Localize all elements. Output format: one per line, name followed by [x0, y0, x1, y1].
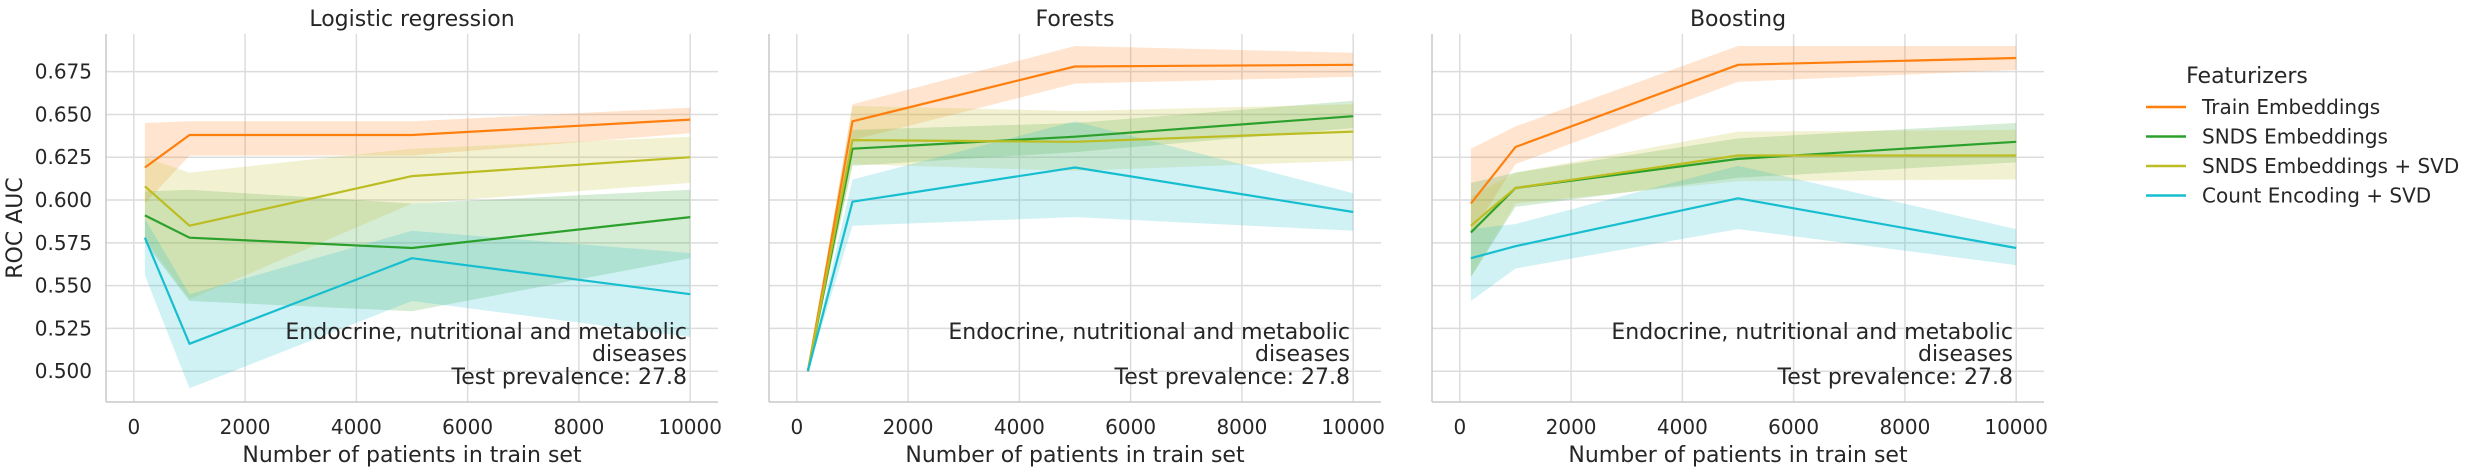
panel-annotation-line: Test prevalence: 27.8	[451, 365, 688, 390]
y-tick-label: 0.500	[35, 359, 92, 383]
x-tick-label: 0	[127, 415, 140, 439]
confidence-band	[144, 218, 691, 389]
series-line	[1470, 140, 2017, 234]
panel-title: Forests	[1036, 7, 1115, 32]
x-axis-label: Number of patients in train set	[242, 443, 582, 468]
panel-annotation-line: diseases	[1255, 342, 1350, 367]
confidence-band	[807, 104, 1354, 372]
x-tick-label: 6000	[1105, 415, 1156, 439]
x-tick-label: 6000	[442, 415, 493, 439]
panel-annotation-line: Endocrine, nutritional and metabolic	[285, 320, 687, 345]
confidence-band	[1470, 165, 2017, 301]
confidence-band	[1470, 46, 2017, 235]
series-line	[144, 214, 691, 250]
legend-entry-label: SNDS Embeddings	[2202, 125, 2388, 149]
x-tick-label: 4000	[331, 415, 382, 439]
x-tick-label: 2000	[220, 415, 271, 439]
series-line	[1470, 56, 2017, 205]
panel-annotation-line: Test prevalence: 27.8	[1777, 365, 2014, 390]
x-tick-label: 0	[790, 415, 803, 439]
x-axis-label: Number of patients in train set	[1568, 443, 1908, 468]
legend-title: Featurizers	[2186, 64, 2308, 89]
series-line	[1470, 154, 2017, 227]
series-line	[806, 166, 1354, 372]
x-tick-label: 4000	[1657, 415, 1708, 439]
y-axis-label: ROC AUC	[3, 177, 28, 278]
x-tick-label: 8000	[553, 415, 604, 439]
panel-3: 0 2000 4000 6000 8000 10000 Number of patients…	[1431, 7, 2048, 468]
confidence-band	[144, 107, 691, 204]
x-tick-label: 4000	[994, 415, 1045, 439]
legend: Featurizers Train Embeddings SNDS Embeddi…	[2146, 64, 2459, 208]
series-line	[1470, 197, 2017, 260]
panel-title: Boosting	[1690, 7, 1786, 32]
panel-1: 0 2000 4000 6000 8000 10000 0.500 0.525 0.550 0.5…	[35, 7, 722, 468]
series-line	[144, 156, 691, 227]
confidence-band	[144, 136, 691, 300]
x-tick-label: 8000	[1216, 415, 1267, 439]
x-tick-label: 6000	[1768, 415, 1819, 439]
legend-entry-label: Train Embeddings	[2201, 95, 2380, 119]
x-tick-label: 10000	[1321, 415, 1385, 439]
panel-annotation-line: diseases	[592, 342, 687, 367]
x-tick-label: 10000	[658, 415, 722, 439]
series-line	[806, 130, 1354, 372]
panel-annotation-line: Test prevalence: 27.8	[1114, 365, 1351, 390]
confidence-band	[1470, 129, 2017, 278]
y-tick-label: 0.550	[35, 274, 92, 298]
panel-2: 0 2000 4000 6000 8000 10000 Number of patients…	[768, 7, 1385, 468]
confidence-band	[807, 100, 1354, 372]
panel-annotation-line: Endocrine, nutritional and metabolic	[948, 320, 1350, 345]
x-tick-label: 10000	[1984, 415, 2048, 439]
x-axis-label: Number of patients in train set	[905, 443, 1245, 468]
series-line	[144, 118, 691, 169]
confidence-band	[1470, 123, 2017, 278]
confidence-band	[807, 121, 1354, 372]
series-line	[806, 63, 1354, 372]
panel-annotation-line: Endocrine, nutritional and metabolic	[1611, 320, 2013, 345]
legend-entry-label: Count Encoding + SVD	[2202, 184, 2431, 208]
x-tick-label: 2000	[1546, 415, 1597, 439]
panel-annotation-line: diseases	[1918, 342, 2013, 367]
confidence-band	[144, 189, 691, 312]
y-tick-label: 0.575	[35, 231, 92, 255]
panels-layer: 0 2000 4000 6000 8000 10000 0.500 0.525 0.550 0.5…	[35, 7, 2048, 468]
x-tick-label: 8000	[1879, 415, 1930, 439]
y-tick-label: 0.600	[35, 188, 92, 212]
panel-title: Logistic regression	[309, 7, 514, 32]
legend-entry-label: SNDS Embeddings + SVD	[2202, 154, 2459, 178]
x-tick-label: 0	[1453, 415, 1466, 439]
series-line	[143, 237, 691, 345]
x-tick-label: 2000	[883, 415, 934, 439]
y-tick-label: 0.625	[35, 145, 92, 169]
y-tick-label: 0.675	[35, 60, 92, 84]
y-tick-label: 0.650	[35, 102, 92, 126]
y-tick-label: 0.525	[35, 316, 92, 340]
